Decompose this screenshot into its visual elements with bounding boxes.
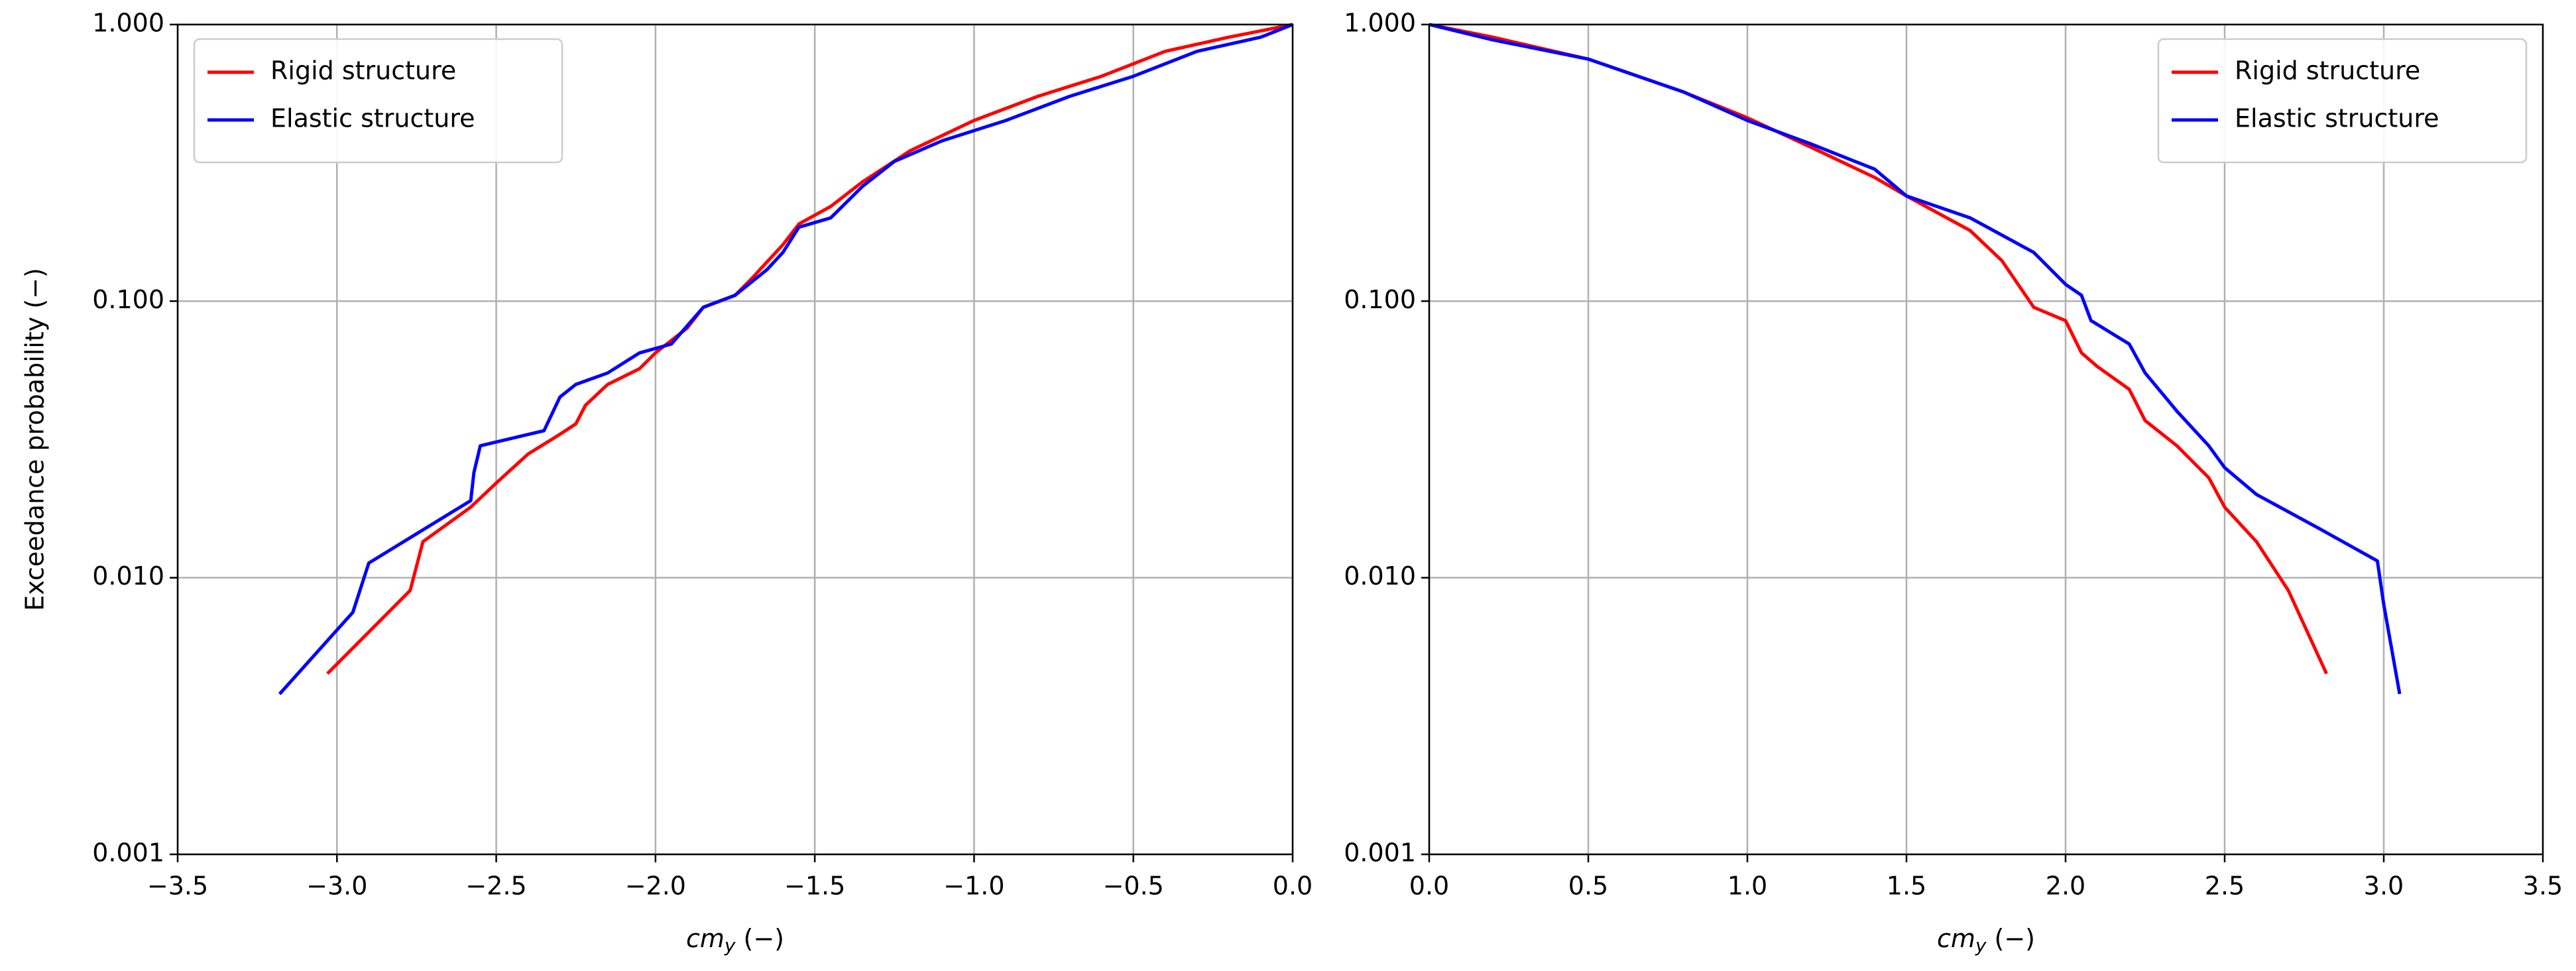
x-axis-label: cmy (−): [1937, 924, 2035, 957]
legend-label: Rigid structure: [2235, 56, 2420, 86]
legend-label: Elastic structure: [2235, 104, 2439, 133]
x-tick-label: −3.0: [306, 872, 367, 901]
x-tick-label: 0.0: [1273, 872, 1313, 901]
x-label-sub: y: [724, 935, 736, 956]
x-label-rest: (−): [744, 924, 785, 953]
x-label-rest: (−): [1995, 924, 2036, 953]
y-tick-label: 0.010: [1344, 561, 1416, 591]
x-axis-label: cmy (−): [686, 924, 784, 957]
y-axis-label: Exceedance probability (−): [21, 268, 50, 611]
y-tick-label: 1.000: [1344, 9, 1416, 38]
x-tick-label: 2.5: [2205, 872, 2245, 901]
y-tick-label: 1.000: [92, 9, 164, 38]
x-tick-label: 1.5: [1887, 872, 1926, 901]
data-line: [1429, 23, 2402, 695]
y-tick-label: 0.100: [92, 285, 164, 314]
x-tick-label: −2.5: [465, 872, 526, 901]
legend-box: [193, 38, 563, 164]
plot-frame: [1428, 23, 2544, 856]
x-tick-label: 1.0: [1727, 872, 1767, 901]
y-tick-label: 0.010: [92, 561, 164, 591]
x-label-italic: cm: [686, 924, 725, 953]
x-tick-label: −1.0: [943, 872, 1004, 901]
x-label-italic: cm: [1937, 924, 1975, 953]
y-tick-label: 0.001: [1344, 838, 1416, 868]
plot-frame: [176, 23, 1294, 856]
x-tick-label: 0.5: [1568, 872, 1608, 901]
legend-label: Rigid structure: [270, 56, 456, 86]
data-line: [278, 23, 1293, 695]
y-tick-label: 0.100: [1344, 285, 1416, 314]
x-tick-label: 0.0: [1409, 872, 1449, 901]
x-tick-label: −1.5: [784, 872, 845, 901]
legend-label: Elastic structure: [270, 104, 475, 133]
x-tick-label: −2.0: [625, 872, 686, 901]
x-tick-label: −3.5: [147, 872, 208, 901]
x-label-sub: y: [1975, 935, 1987, 956]
x-tick-label: −0.5: [1103, 872, 1164, 901]
y-tick-label: 0.001: [92, 838, 164, 868]
x-tick-label: 2.0: [2046, 872, 2085, 901]
x-tick-label: 3.0: [2364, 872, 2404, 901]
legend-box: [2157, 38, 2528, 164]
x-tick-label: 3.5: [2523, 872, 2563, 901]
